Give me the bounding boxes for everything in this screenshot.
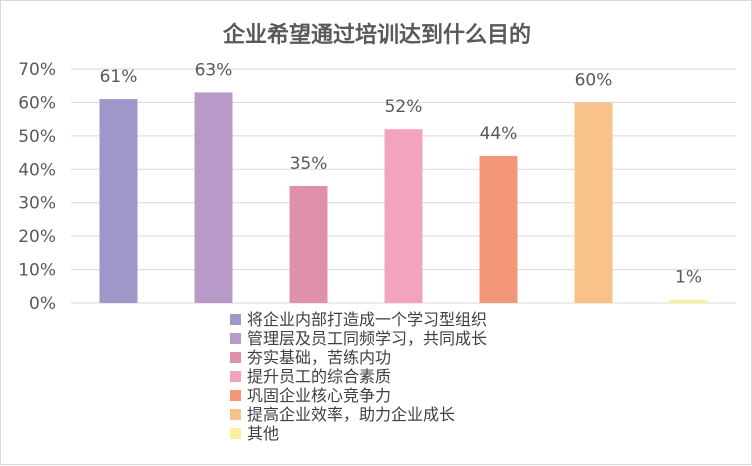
y-tick-label: 10% <box>18 261 56 281</box>
bar-1 <box>99 99 138 303</box>
legend: 将企业内部打造成一个学习型组织管理层及员工同频学习，共同成长夯实基础，苦练内功提… <box>230 310 487 443</box>
y-axis: 0% 10% 20% 30% 40% 50% 60% 70% <box>18 60 56 314</box>
legend-swatch <box>230 371 241 382</box>
data-label: 60% <box>575 70 613 90</box>
legend-label: 其他 <box>247 424 279 443</box>
legend-label: 提升员工的综合素质 <box>247 367 391 386</box>
bar-7 <box>669 299 708 303</box>
y-tick-label: 30% <box>18 194 56 214</box>
legend-label: 提高企业效率，助力企业成长 <box>247 405 455 424</box>
data-label: 1% <box>675 268 702 288</box>
y-tick-label: 0% <box>29 294 56 314</box>
legend-label: 夯实基础，苦练内功 <box>247 348 391 367</box>
data-label: 44% <box>480 124 518 144</box>
data-label: 63% <box>195 60 233 80</box>
bar-3 <box>289 186 328 303</box>
legend-swatch <box>230 352 241 363</box>
legend-swatch <box>230 428 241 439</box>
bar-4 <box>384 129 423 303</box>
data-label: 52% <box>385 97 423 117</box>
bars <box>99 92 708 304</box>
legend-swatch <box>230 409 241 420</box>
chart-title: 企业希望通过培训达到什么目的 <box>222 22 531 48</box>
y-tick-label: 60% <box>18 93 56 113</box>
data-label: 61% <box>100 67 138 87</box>
legend-label: 管理层及员工同频学习，共同成长 <box>247 329 487 348</box>
y-tick-label: 50% <box>18 127 56 147</box>
y-tick-label: 70% <box>18 60 56 80</box>
legend-label: 将企业内部打造成一个学习型组织 <box>247 310 487 329</box>
bar-2 <box>194 92 233 304</box>
legend-swatch <box>230 314 241 325</box>
data-label: 35% <box>290 154 328 174</box>
y-tick-label: 40% <box>18 160 56 180</box>
legend-swatch <box>230 333 241 344</box>
bar-6 <box>574 102 613 303</box>
legend-swatch <box>230 390 241 401</box>
y-tick-label: 20% <box>18 227 56 247</box>
legend-label: 巩固企业核心竞争力 <box>247 386 391 405</box>
bar-5 <box>479 155 518 303</box>
data-labels: 61% 63% 35% 52% 44% 60% 1% <box>100 60 702 287</box>
